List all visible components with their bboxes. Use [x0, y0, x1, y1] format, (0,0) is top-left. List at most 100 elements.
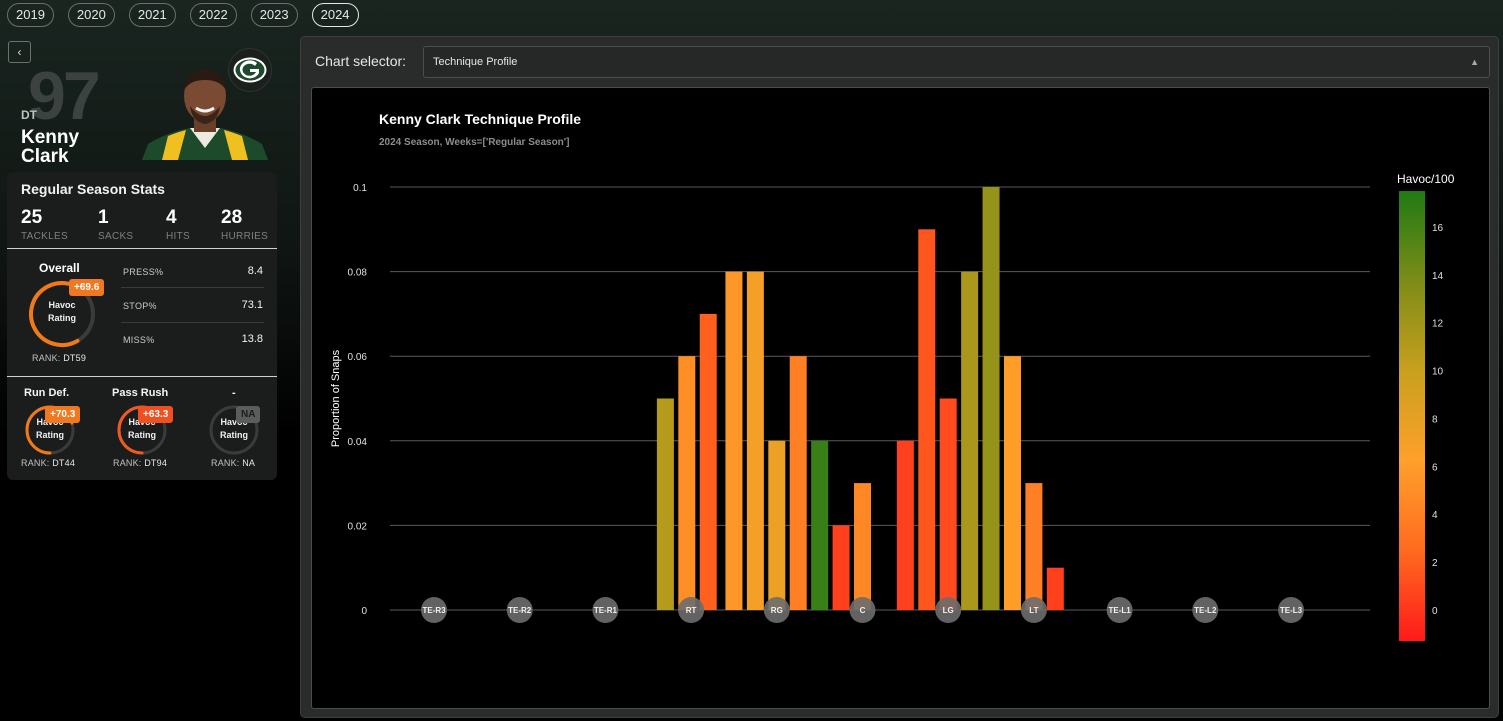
bar — [939, 398, 957, 610]
bar — [961, 271, 979, 610]
other-rank: RANK: NA — [211, 458, 255, 468]
rank-value: DT94 — [144, 458, 168, 468]
hits-label: HITS — [166, 231, 190, 242]
bar — [768, 440, 786, 610]
ring-label-line: Havoc — [220, 417, 248, 427]
bar — [656, 398, 674, 610]
chevron-left-icon: ‹ — [17, 45, 22, 59]
stats-card-title: Regular Season Stats — [21, 181, 165, 197]
colorbar-title: Havoc/100 — [1397, 172, 1455, 186]
bar — [1003, 356, 1021, 610]
colorbar-tick-label: 8 — [1432, 414, 1438, 425]
overall-label: Overall — [39, 261, 80, 275]
year-tab-2019[interactable]: 2019 — [7, 3, 54, 27]
y-tick-label: 0 — [361, 606, 367, 617]
player-first-name: Kenny — [21, 127, 80, 148]
divider — [121, 287, 264, 288]
player-last-name: Clark — [21, 146, 69, 167]
rank-value: DT59 — [63, 353, 87, 363]
tackles-value: 25 — [21, 207, 43, 228]
other-delta-badge: NA — [236, 406, 261, 423]
rank-label: RANK: — [211, 458, 240, 468]
rank-value: DT44 — [52, 458, 76, 468]
sacks-label: SACKS — [98, 231, 134, 242]
ring-label-line: Havoc — [48, 300, 76, 310]
overall-rank: RANK: DT59 — [32, 353, 86, 363]
rank-label: RANK: — [32, 353, 61, 363]
divider — [7, 248, 277, 249]
chart-title: Kenny Clark Technique Profile — [379, 111, 582, 127]
pass-rush-delta-badge: +63.3 — [138, 406, 174, 423]
y-tick-label: 0.02 — [348, 521, 368, 532]
other-rating-title: - — [232, 387, 236, 399]
bar — [746, 271, 764, 610]
position-marker — [506, 597, 533, 623]
position-marker — [763, 597, 790, 623]
rank-label: RANK: — [113, 458, 142, 468]
other-havoc-ring — [209, 405, 259, 455]
position-label: TE-R2 — [508, 606, 532, 615]
year-tab-2023[interactable]: 2023 — [250, 3, 298, 27]
rank-label: RANK: — [21, 458, 50, 468]
stop-pct-value: 73.1 — [241, 299, 263, 311]
colorbar-tick-label: 12 — [1432, 319, 1444, 330]
position-label: TE-R3 — [422, 606, 446, 615]
colorbar-tick-label: 14 — [1432, 271, 1444, 282]
position-marker — [592, 597, 619, 623]
y-tick-label: 0.06 — [348, 352, 368, 363]
run-def-rank: RANK: DT44 — [21, 458, 75, 468]
team-logo — [228, 48, 272, 92]
back-button[interactable]: ‹ — [8, 41, 31, 63]
position-marker — [678, 597, 705, 623]
bar — [1046, 567, 1064, 610]
bar — [982, 187, 1000, 610]
bar — [699, 313, 717, 610]
overall-delta-badge: +69.6 — [69, 279, 105, 296]
miss-pct-value: 13.8 — [241, 333, 263, 345]
position-marker — [849, 597, 876, 623]
bar — [896, 440, 914, 610]
position-label: TE-L1 — [1108, 606, 1131, 615]
sacks-value: 1 — [98, 207, 109, 228]
y-axis-label: Proportion of Snaps — [330, 349, 342, 447]
chart-selector-dropdown[interactable]: Technique Profile ▲▼ — [423, 46, 1490, 97]
divider — [121, 322, 264, 323]
colorbar — [1399, 191, 1425, 641]
year-tab-2021[interactable]: 2021 — [128, 3, 176, 27]
jersey-number: 97 — [28, 58, 101, 134]
ring-label-line: Rating — [36, 430, 64, 440]
overall-havoc-ring — [29, 281, 95, 347]
hurries-value: 28 — [221, 207, 243, 228]
bar — [854, 483, 871, 610]
player-position: DT — [21, 108, 37, 122]
y-tick-label: 0.1 — [353, 183, 367, 194]
year-tab-2020[interactable]: 2020 — [67, 3, 115, 27]
season-year-tabs: 2019 2020 2021 2022 2023 2024 — [7, 3, 359, 27]
player-name: Kenny Clark — [21, 128, 79, 166]
regular-season-stats-card: Regular Season Stats 25 TACKLES 1 SACKS … — [7, 172, 277, 480]
run-def-title: Run Def. — [24, 387, 70, 399]
pass-rush-title: Pass Rush — [112, 387, 169, 399]
chart-container: Kenny Clark Technique Profile 2024 Seaso… — [311, 87, 1490, 709]
year-tab-2024[interactable]: 2024 — [311, 3, 359, 27]
ring-label-line: Rating — [128, 430, 156, 440]
bar — [678, 356, 696, 610]
chart-selector-label: Chart selector: — [315, 53, 407, 69]
miss-pct-label: MISS% — [123, 335, 155, 345]
position-label: TE-L2 — [1194, 606, 1217, 615]
colorbar-tick-label: 2 — [1432, 558, 1438, 569]
position-label: RG — [771, 606, 783, 615]
year-tab-2022[interactable]: 2022 — [189, 3, 237, 27]
player-headshot — [142, 70, 268, 160]
position-marker — [1192, 597, 1219, 623]
position-marker — [421, 597, 447, 623]
ring-label-line: Rating — [220, 430, 248, 440]
bar — [832, 525, 850, 610]
y-tick-label: 0.04 — [348, 437, 368, 448]
bar — [1025, 483, 1043, 610]
colorbar-tick-label: 6 — [1432, 462, 1438, 473]
pass-rush-rank: RANK: DT94 — [113, 458, 167, 468]
colorbar-tick-label: 4 — [1432, 510, 1438, 521]
divider — [7, 376, 277, 377]
position-marker — [1020, 597, 1047, 623]
